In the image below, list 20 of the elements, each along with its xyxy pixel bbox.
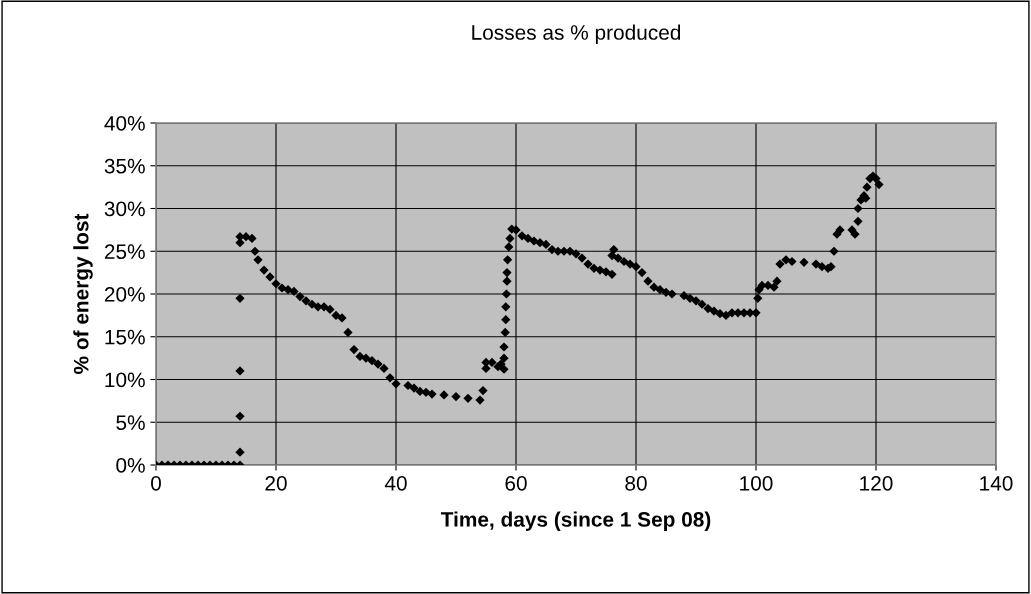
- y-tick-label: 40%: [104, 116, 145, 131]
- x-tick-label: 100: [740, 475, 773, 491]
- x-tick-label: 40: [384, 475, 407, 491]
- x-tick-label: 140: [980, 475, 1013, 491]
- y-tick-label: 35%: [104, 158, 145, 174]
- y-tick-label: 30%: [104, 201, 145, 217]
- y-tick-label: 15%: [105, 329, 145, 345]
- x-tick-label: 80: [625, 475, 647, 491]
- y-tick-label: 0%: [116, 458, 145, 473]
- y-axis-title: % of energy lost: [73, 213, 93, 374]
- chart-title: Losses as % produced: [472, 24, 681, 44]
- x-axis-title: Time, days (since 1 Sep 08): [440, 511, 711, 531]
- x-tick-label: 60: [505, 475, 527, 491]
- x-tick-label: 20: [265, 475, 287, 491]
- x-tick-label: 120: [860, 475, 893, 491]
- y-tick-label: 5%: [116, 415, 145, 430]
- y-tick-label: 25%: [104, 244, 145, 259]
- x-tick-label: 0: [151, 475, 161, 491]
- y-tick-label: 20%: [104, 287, 145, 302]
- y-tick-label: 10%: [105, 372, 145, 388]
